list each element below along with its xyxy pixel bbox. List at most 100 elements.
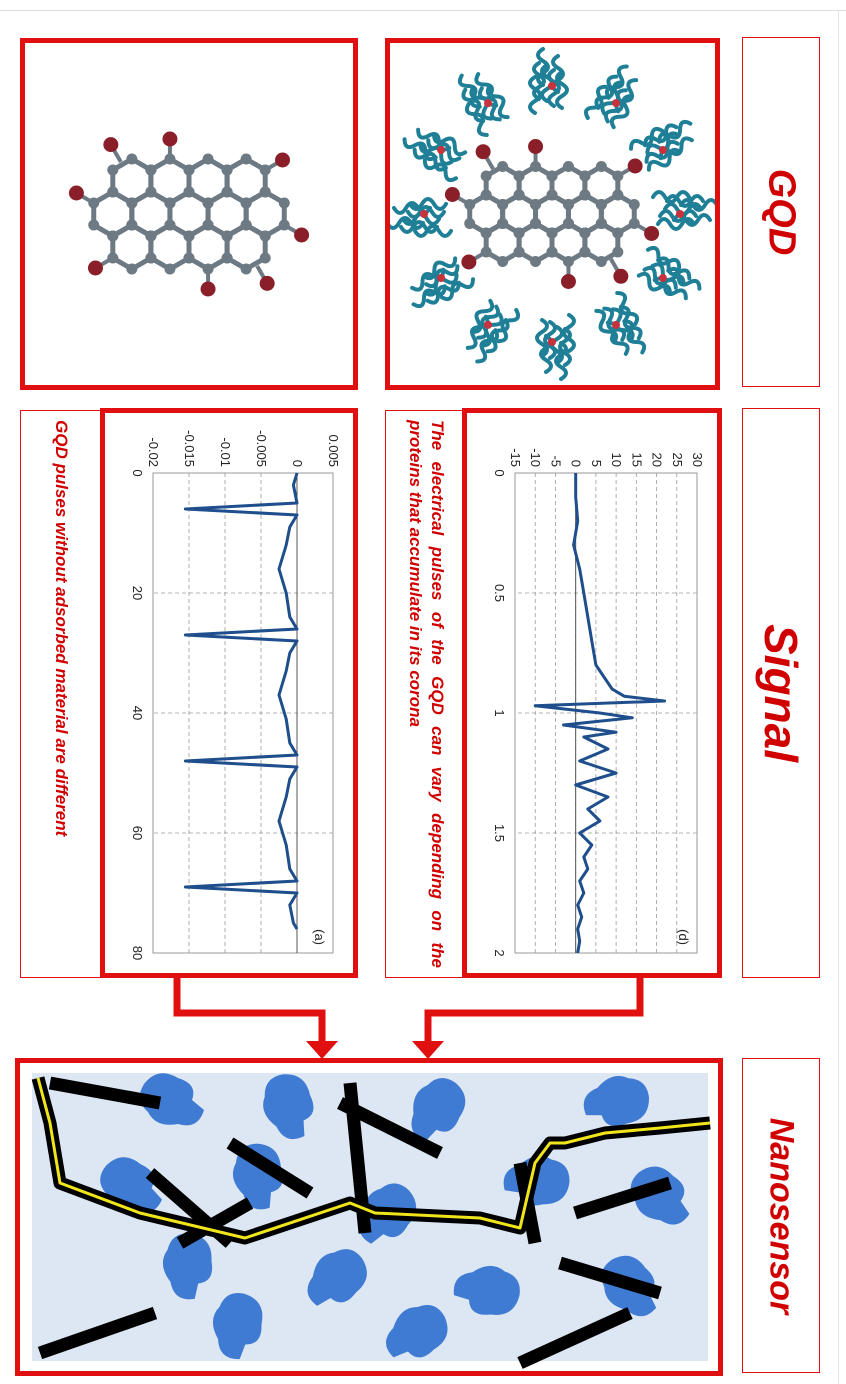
header-gqd-label: GQD <box>760 168 803 256</box>
protein-residue <box>676 210 684 218</box>
adsorbed-protein <box>212 1293 263 1360</box>
protein-helix <box>646 245 682 270</box>
carbon-atom <box>497 218 509 229</box>
protein-helix <box>412 147 448 172</box>
adsorbed-protein <box>162 1233 213 1300</box>
oxygen-atom <box>87 260 103 276</box>
carbon-atom <box>183 164 195 176</box>
panel-label: (d) <box>676 929 691 945</box>
protein <box>629 119 694 172</box>
protein-residue <box>484 320 492 329</box>
protein-helix <box>610 307 635 343</box>
protein-helix <box>485 318 510 354</box>
carbon-atom <box>221 252 233 264</box>
arrow-head-a <box>306 1041 338 1059</box>
protein-helix <box>485 83 510 120</box>
oxygen-atom <box>461 254 477 270</box>
caption-no-adsorbed: GQD pulses without adsorbed material are… <box>52 420 71 837</box>
protein-helix <box>496 308 521 344</box>
protein-helix <box>431 132 468 157</box>
graphene-sheet <box>573 1176 672 1220</box>
y-tick-label: 0 <box>290 460 305 467</box>
graphene-sheet <box>176 1197 254 1249</box>
header-gqd: GQD <box>742 37 820 387</box>
carbon-atom <box>164 263 176 275</box>
carbon-atom <box>107 230 119 242</box>
arrow-head-d <box>412 1041 444 1059</box>
header-signal-label: Signal <box>755 623 807 763</box>
carbon-atom <box>513 227 525 239</box>
adsorbed-protein <box>630 1166 690 1225</box>
carbon-atom <box>579 227 591 239</box>
carbon-atom <box>595 256 607 267</box>
carbon-atom <box>202 153 214 165</box>
carbon-atom <box>126 219 138 231</box>
protein-helix <box>399 220 439 234</box>
y-tick-label: 5 <box>589 460 604 467</box>
protein-helix <box>650 262 686 287</box>
protein-helix <box>390 216 425 230</box>
oxygen-atom <box>103 137 119 153</box>
top-divider <box>0 10 846 11</box>
carbon-atom <box>562 218 574 229</box>
x-tick-label: 0.5 <box>492 584 507 602</box>
bare-background <box>25 43 353 385</box>
carbon-atom <box>164 197 176 209</box>
gqd-bare-illustration <box>25 43 353 385</box>
x-tick-label: 80 <box>130 946 145 960</box>
arrows-to-nanosensor <box>173 975 644 1059</box>
protein-helix <box>656 256 692 281</box>
adsorbed-protein <box>411 1078 466 1142</box>
graphene-sheet <box>37 1306 158 1360</box>
protein-helix <box>536 47 550 87</box>
oxygen-atom <box>475 144 491 160</box>
protein <box>410 256 475 309</box>
oxygen-atom <box>627 158 643 174</box>
carbon-atom <box>259 230 271 242</box>
carbon-atom <box>546 227 558 239</box>
protein-helix <box>594 308 619 345</box>
protein-residue <box>658 274 667 282</box>
carbon-atom <box>183 186 195 198</box>
protein-helix <box>555 70 569 110</box>
graphene-sheet <box>558 1256 662 1300</box>
oxygen-atom <box>68 185 84 201</box>
carbon-atom <box>628 199 640 210</box>
protein <box>402 127 468 183</box>
x-tick-label: 0 <box>130 469 145 476</box>
nanosensor-illustration <box>31 1073 711 1369</box>
carbon-atom <box>562 199 574 210</box>
header-nanosensor-label: Nanosensor <box>762 1117 801 1314</box>
conduction-pathway <box>36 1077 711 1240</box>
protein-helix <box>421 256 458 281</box>
protein-helix <box>457 73 482 109</box>
carbon-atom <box>221 164 233 176</box>
y-tick-label: -15 <box>508 448 523 467</box>
gqd-bare-panel <box>20 38 358 390</box>
gqd-corona-illustration <box>390 43 715 385</box>
oxygen-atom <box>644 226 660 241</box>
protein-helix <box>475 328 500 364</box>
oxygen-atom <box>613 268 629 284</box>
carbon-atom <box>595 161 607 172</box>
protein-helix <box>665 194 705 208</box>
carbon-atom <box>513 170 525 182</box>
y-tick-label: -5 <box>548 455 563 467</box>
protein-helix <box>622 319 647 355</box>
protein <box>651 190 715 231</box>
carbon-atom <box>221 230 233 242</box>
x-tick-label: 1 <box>492 709 507 716</box>
carbon-atom <box>164 219 176 231</box>
protein-helix <box>657 119 693 144</box>
protein-helix <box>408 197 448 211</box>
protein <box>390 197 453 238</box>
y-tick-label: 15 <box>629 453 644 467</box>
x-tick-label: 40 <box>130 706 145 720</box>
oxygen-atom <box>259 275 275 291</box>
protein-residue <box>484 99 492 108</box>
x-tick-label: 0 <box>492 469 507 476</box>
adsorbed-protein <box>139 1073 204 1126</box>
arrow-from-chart-d <box>424 975 644 1045</box>
carbon-atom <box>497 199 509 210</box>
oxygen-atom <box>275 152 291 168</box>
